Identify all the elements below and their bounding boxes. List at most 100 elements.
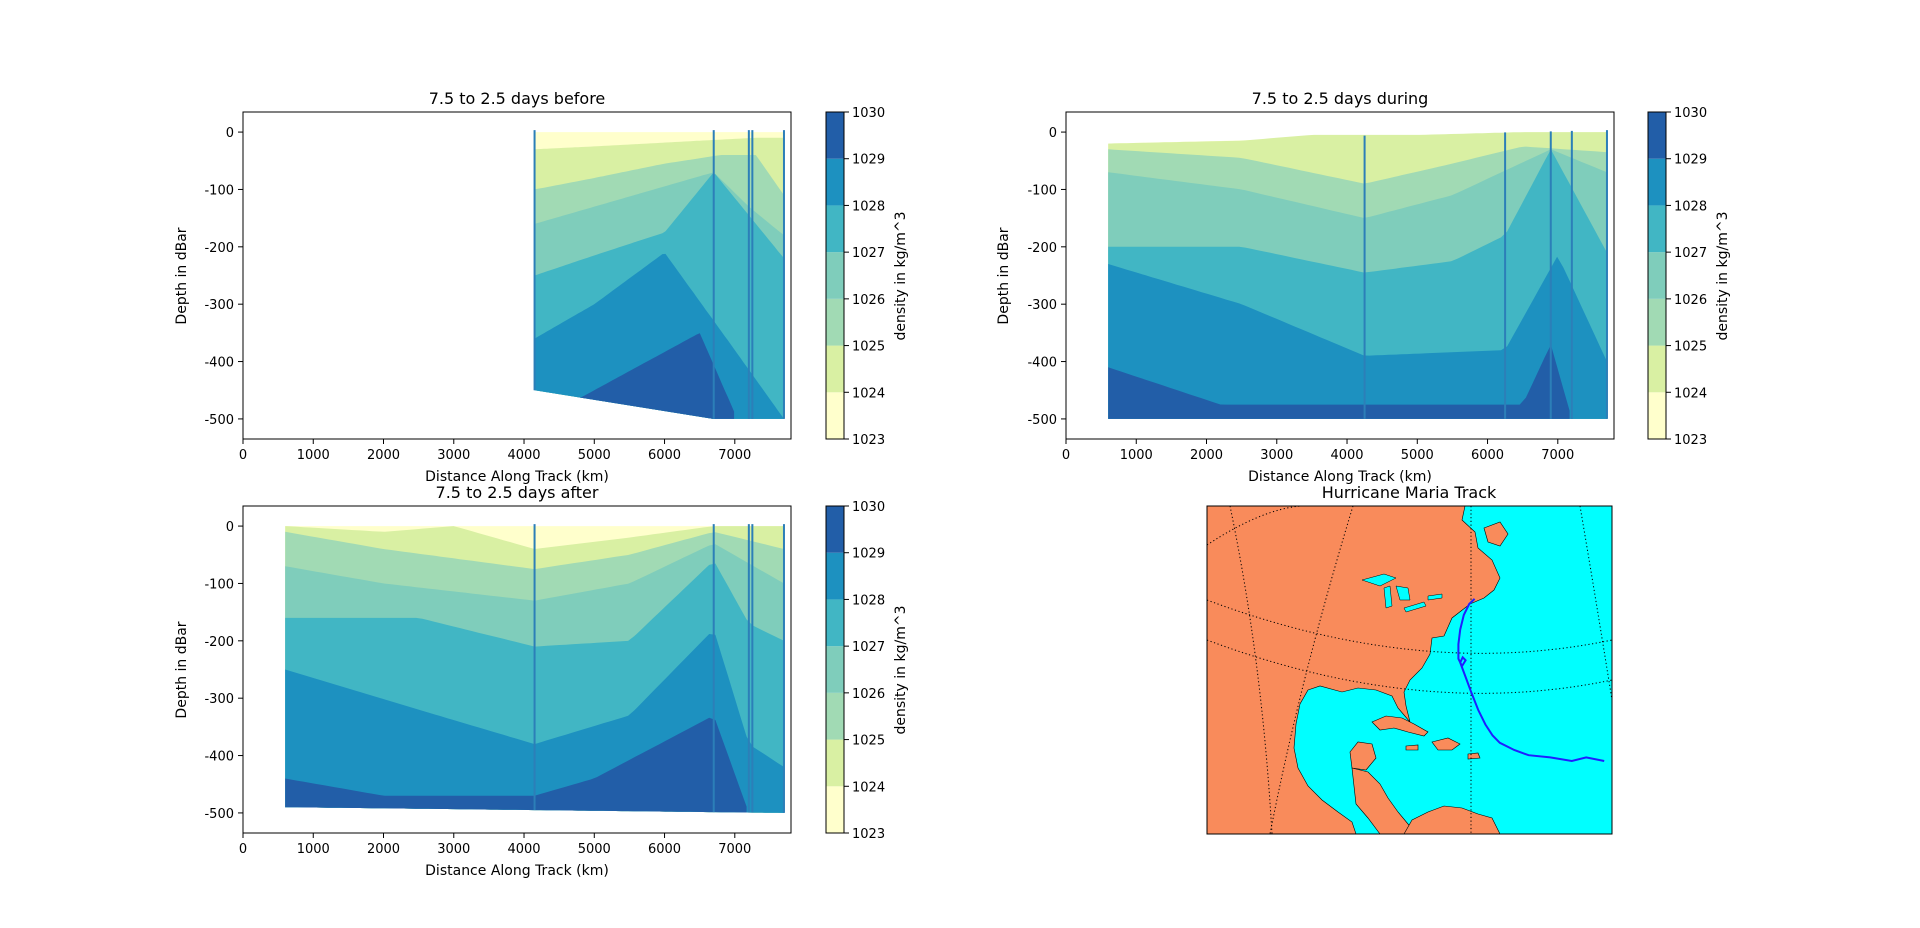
- colorbar-segment: [826, 739, 844, 787]
- x-tick-label: 4000: [507, 842, 540, 857]
- colorbar-segment: [1648, 345, 1666, 393]
- lake-ontario: [1427, 593, 1443, 601]
- y-tick-label: -100: [204, 183, 234, 198]
- y-tick-label: -200: [204, 635, 234, 650]
- colorbar-tick-label: 1030: [1674, 106, 1707, 121]
- colorbar-frame: [825, 111, 845, 440]
- axes-frame: [242, 111, 792, 440]
- y-tick-label: -300: [1027, 298, 1057, 313]
- colorbar-tick-label: 1028: [852, 199, 885, 214]
- y-tick-label: -200: [204, 241, 234, 256]
- x-tick-label: 4000: [507, 448, 540, 463]
- x-tick-label: 3000: [437, 842, 470, 857]
- y-tick-label: -500: [204, 807, 234, 822]
- x-tick-label: 1000: [1120, 448, 1153, 463]
- x-tick-label: 5000: [578, 842, 611, 857]
- density-band-1028-1029: [1108, 256, 1607, 419]
- contour-plot: [1108, 130, 1608, 419]
- x-tick-label: 4000: [1330, 448, 1363, 463]
- colorbar-tick-label: 1024: [852, 780, 885, 795]
- cuba: [1371, 715, 1429, 737]
- colorbar-segment: [826, 112, 844, 159]
- panel-after: 7.5 to 2.5 days after 0 1000 2000 3000 4000 5…: [174, 483, 909, 879]
- map-frame: [1206, 505, 1613, 835]
- colorbar-tick-label: 1027: [852, 640, 885, 655]
- colorbar-tick-label: 1023: [1674, 433, 1707, 448]
- x-tick-label: 3000: [437, 448, 470, 463]
- x-tick-label: 1000: [297, 448, 330, 463]
- y-tick-label: -200: [1027, 241, 1057, 256]
- colorbar-segment: [826, 599, 844, 647]
- x-axis-ticks: 0 1000 2000 3000 4000 5000 6000 7000: [239, 439, 751, 463]
- x-tick-label: 6000: [648, 448, 681, 463]
- density-band-1028-1029: [534, 253, 784, 419]
- colorbar-segment: [1648, 158, 1666, 206]
- colorbar-tick-label: 1026: [852, 687, 885, 702]
- x-tick-label: 2000: [367, 448, 400, 463]
- contour-plot: [285, 524, 785, 813]
- x-tick-label: 7000: [1541, 448, 1574, 463]
- y-axis-label: Depth in dBar: [174, 227, 190, 324]
- colorbar-segment: [826, 692, 844, 740]
- axes-frame: [242, 505, 792, 834]
- colorbar-tick-label: 1023: [852, 827, 885, 842]
- colorbar: 1023 1024 1025 1026 1027 1028 1029 1030: [825, 500, 885, 842]
- colorbar-tick-label: 1025: [852, 734, 885, 749]
- x-tick-label: 0: [239, 842, 247, 857]
- panel-title: 7.5 to 2.5 days before: [429, 89, 606, 108]
- colorbar-tick-label: 1025: [1674, 340, 1707, 355]
- land-masses: [1207, 506, 1509, 834]
- colorbar-tick-label: 1028: [1674, 199, 1707, 214]
- x-tick-label: 7000: [718, 448, 751, 463]
- colorbar-tick-label: 1024: [852, 386, 885, 401]
- y-tick-label: -400: [204, 356, 234, 371]
- contour-plot: [533, 130, 785, 419]
- colorbar-label: density in kg/m^3: [893, 606, 909, 735]
- y-tick-label: -300: [204, 692, 234, 707]
- y-axis-ticks: 0 -100 -200 -300 -400 -500: [204, 520, 243, 822]
- x-axis-label: Distance Along Track (km): [425, 863, 609, 879]
- panel-during: 7.5 to 2.5 days during 0 1000 2000 3000 4000…: [996, 89, 1731, 485]
- colorbar-tick-label: 1029: [852, 153, 885, 168]
- y-tick-label: -500: [204, 413, 234, 428]
- x-tick-label: 2000: [367, 842, 400, 857]
- meridian-line: [1269, 506, 1354, 834]
- y-axis-label: Depth in dBar: [996, 227, 1012, 324]
- x-tick-label: 7000: [718, 842, 751, 857]
- colorbar-label: density in kg/m^3: [1715, 212, 1731, 341]
- colorbar-segment: [826, 786, 844, 833]
- colorbar-tick-label: 1028: [852, 593, 885, 608]
- y-axis-ticks: 0 -100 -200 -300 -400 -500: [204, 126, 243, 428]
- y-tick-label: 0: [226, 126, 234, 141]
- parallel-line: [1207, 506, 1301, 546]
- lake-michigan: [1383, 585, 1393, 609]
- lake-erie: [1403, 601, 1427, 613]
- colorbar-segment: [826, 506, 844, 553]
- south-america: [1403, 805, 1501, 834]
- colorbar-segment: [826, 345, 844, 393]
- colorbar-label: density in kg/m^3: [893, 212, 909, 341]
- x-tick-label: 6000: [1471, 448, 1504, 463]
- panel-before: 7.5 to 2.5 days before 0 1000 2000 3000 4000…: [174, 89, 909, 485]
- lake-huron: [1395, 585, 1411, 601]
- colorbar-tick-label: 1026: [1674, 293, 1707, 308]
- x-tick-label: 6000: [648, 842, 681, 857]
- y-tick-label: -100: [204, 577, 234, 592]
- x-tick-label: 1000: [297, 842, 330, 857]
- y-tick-label: -400: [204, 750, 234, 765]
- colorbar-tick-label: 1027: [852, 246, 885, 261]
- y-tick-label: -100: [1027, 183, 1057, 198]
- colorbar-segment: [1648, 392, 1666, 439]
- x-axis-label: Distance Along Track (km): [425, 469, 609, 485]
- newfoundland: [1483, 521, 1509, 547]
- puerto-rico: [1467, 752, 1481, 760]
- colorbar-tick-label: 1024: [1674, 386, 1707, 401]
- panel-hurricane-map: Hurricane Maria Track: [1206, 483, 1613, 835]
- y-axis-label: Depth in dBar: [174, 621, 190, 718]
- x-axis-ticks: 0 1000 2000 3000 4000 5000 6000 7000: [239, 833, 751, 857]
- x-axis-label: Distance Along Track (km): [1248, 469, 1432, 485]
- meridian-line: [1579, 506, 1612, 701]
- y-tick-label: -500: [1027, 413, 1057, 428]
